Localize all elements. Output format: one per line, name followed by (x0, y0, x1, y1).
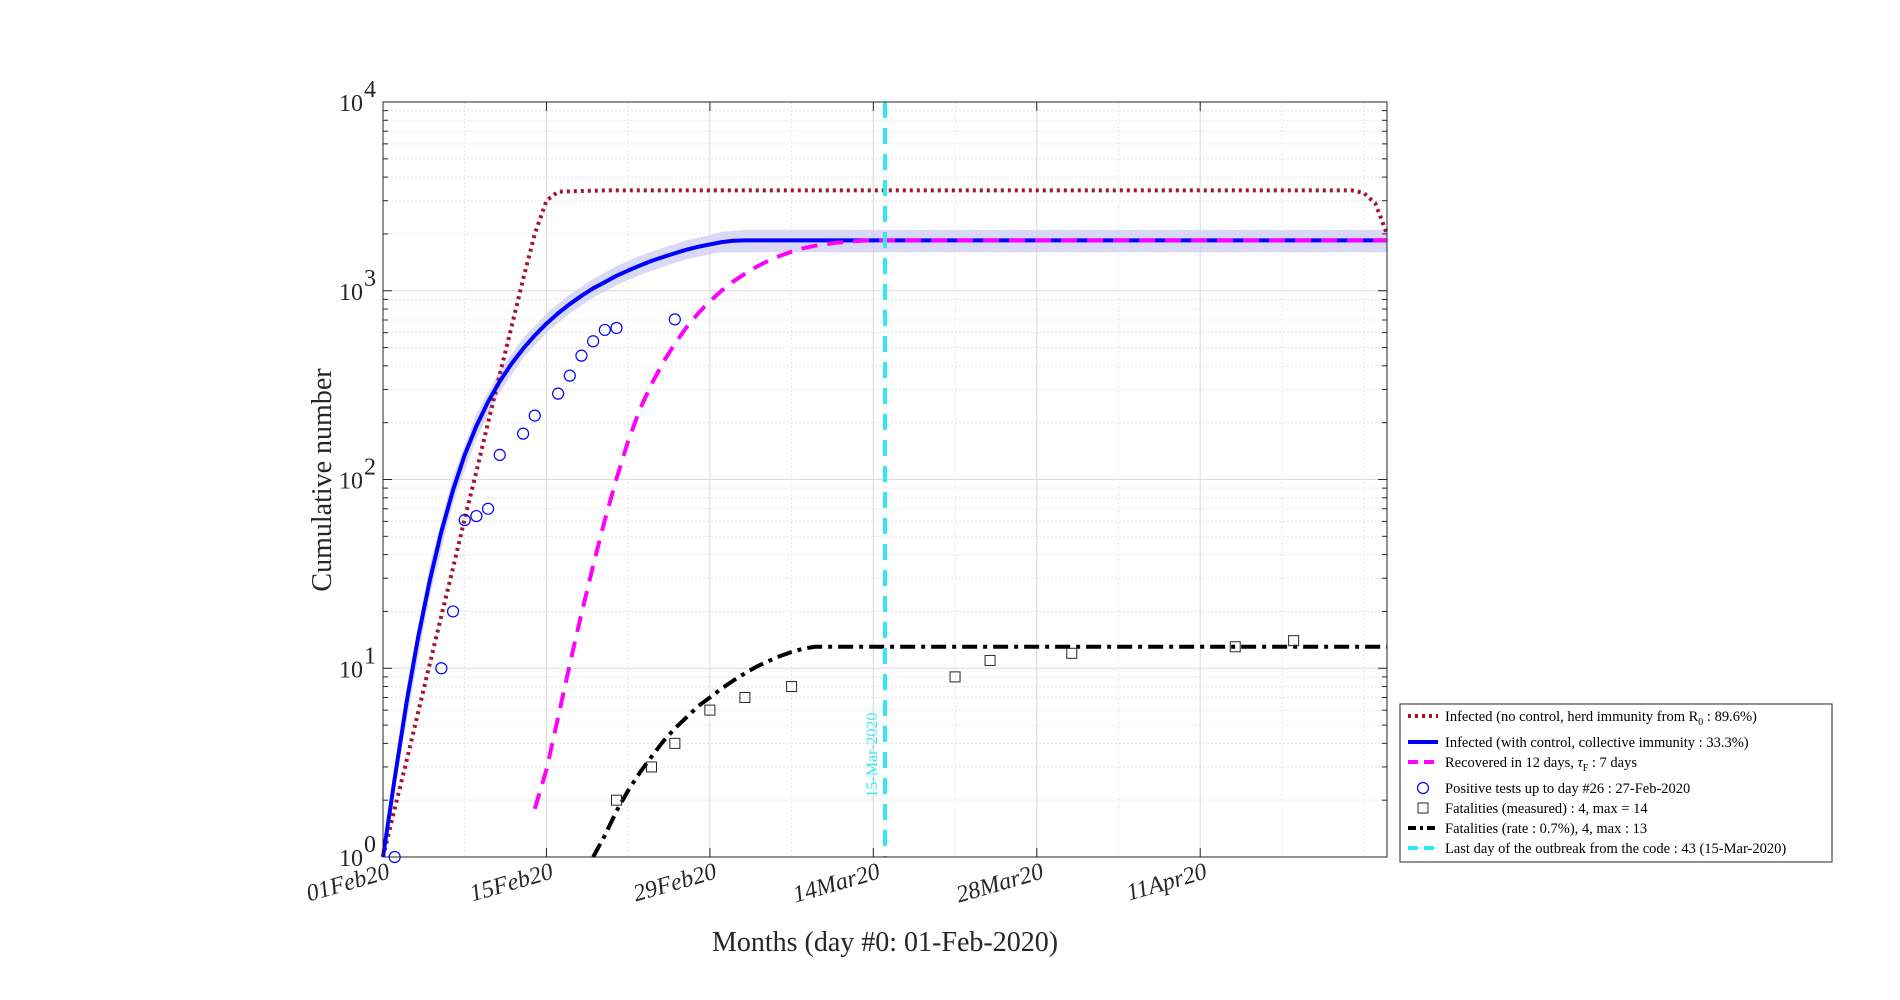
series-line-dashdot (591, 644, 1387, 858)
positive-test-marker (435, 662, 448, 675)
x-tick-label: 28Mar20 (953, 859, 1046, 909)
y-tick-label: 101 (339, 643, 376, 683)
fatality-marker (646, 761, 658, 773)
y-tick-exponent: 3 (364, 266, 376, 292)
y-tick-exponent: 4 (364, 77, 376, 103)
y-tick-exponent: 1 (364, 643, 376, 669)
legend-swatch-square (1417, 802, 1429, 814)
outbreak-end-marker: 15-Mar-2020 (864, 102, 887, 857)
legend-label: Recovered in 12 days, τF : 7 days (1445, 755, 1637, 774)
legend-label: Fatalities (measured) : 4, max = 14 (1445, 801, 1648, 817)
positive-test-marker (470, 509, 483, 523)
legend-label-text: Positive tests up to day #26 : 27-Feb-20… (1445, 781, 1690, 797)
positive-test-marker (575, 349, 588, 362)
fatality-marker (949, 671, 961, 683)
y-tick-exponent: 2 (364, 455, 376, 481)
legend-label-text: Recovered in 12 days, (1445, 755, 1577, 771)
positive-test-marker (610, 321, 623, 335)
fatality-marker (610, 794, 622, 806)
positive-test-marker (528, 409, 541, 422)
legend-label-text: Infected (no control, herd immunity from… (1445, 709, 1699, 725)
y-tick-label: 104 (339, 77, 376, 117)
fatality-marker (1229, 641, 1241, 653)
positive-test-marker (516, 427, 530, 440)
fatality-marker (1066, 647, 1078, 659)
axis-ticks (382, 101, 1387, 858)
legend-label-tail: : 89.6%) (1703, 709, 1757, 725)
positive-test-marker (552, 387, 565, 400)
x-axis-title: Months (day #0: 01-Feb-2020) (712, 927, 1058, 958)
legend-swatch-circle (1416, 781, 1430, 795)
legend-label-text: Fatalities (rate : 0.7%), 4, max : 13 (1445, 821, 1647, 837)
x-tick-label: 15Feb20 (467, 859, 556, 908)
y-tick-label: 100 (339, 832, 376, 872)
y-tick-label: 103 (339, 266, 376, 306)
fatality-marker (786, 681, 798, 693)
fatality-marker (704, 704, 716, 716)
legend-label: Infected (no control, herd immunity from… (1445, 709, 1757, 728)
x-tick-label: 14Mar20 (790, 859, 883, 909)
legend-label-text: Last day of the outbreak from the code :… (1445, 841, 1786, 857)
series-line-solid (381, 238, 1387, 858)
y-tick-base: 10 (339, 657, 363, 683)
legend-label: Fatalities (rate : 0.7%), 4, max : 13 (1445, 821, 1647, 837)
legend-label: Infected (with control, collective immun… (1445, 735, 1749, 751)
fatality-marker (1288, 635, 1300, 647)
legend-label-tail: : 7 days (1588, 755, 1637, 771)
legend-label: Last day of the outbreak from the code :… (1445, 841, 1786, 857)
legend: Infected (no control, herd immunity from… (1399, 703, 1833, 863)
y-tick-base: 10 (339, 280, 363, 306)
positive-test-marker (481, 502, 495, 515)
fatality-marker (984, 654, 996, 666)
fatality-marker (739, 691, 751, 703)
outbreak-end-date-label: 15-Mar-2020 (864, 713, 881, 798)
legend-label-text: Infected (with control, collective immun… (1445, 735, 1749, 751)
legend-label-subscript: 0 (1698, 717, 1703, 728)
legend-box (1399, 703, 1833, 863)
y-tick-label: 102 (339, 455, 376, 495)
legend-label-text: Fatalities (measured) : 4, max = 14 (1445, 801, 1648, 817)
legend-label-tau: τ (1577, 755, 1583, 771)
series-lines (381, 188, 1389, 858)
positive-test-marker (563, 369, 576, 382)
y-axis-title: Cumulative number (307, 368, 338, 592)
y-tick-base: 10 (339, 469, 363, 495)
y-tick-exponent: 0 (364, 832, 376, 858)
positive-test-marker (458, 513, 471, 527)
positive-test-marker (598, 323, 611, 337)
positive-test-marker (446, 605, 460, 618)
legend-label: Positive tests up to day #26 : 27-Feb-20… (1445, 781, 1690, 797)
y-tick-base: 10 (339, 91, 363, 117)
positive-test-marker (493, 448, 506, 461)
x-tick-label: 11Apr20 (1124, 859, 1210, 907)
y-tick-base: 10 (339, 846, 363, 872)
positive-test-marker (587, 335, 600, 348)
fatality-marker (669, 737, 681, 749)
positive-test-marker (668, 313, 681, 326)
legend-label-subscript: F (1583, 763, 1589, 774)
x-tick-labels: 01Feb20 15Feb20 29Feb20 14Mar20 28Mar20 11Apr… (303, 859, 1209, 909)
x-tick-label: 29Feb20 (630, 859, 719, 908)
